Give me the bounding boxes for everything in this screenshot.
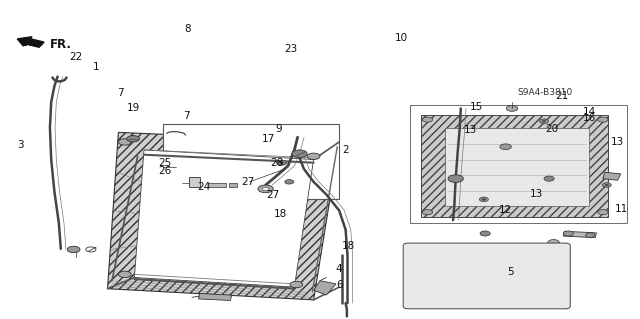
FancyBboxPatch shape bbox=[403, 243, 570, 309]
Circle shape bbox=[258, 185, 273, 193]
Text: S9A4-B3810: S9A4-B3810 bbox=[517, 88, 572, 97]
Polygon shape bbox=[603, 172, 621, 180]
Bar bbox=[163, 124, 339, 199]
Text: 4: 4 bbox=[336, 263, 342, 274]
Circle shape bbox=[602, 183, 611, 187]
Text: 17: 17 bbox=[262, 134, 275, 144]
Circle shape bbox=[605, 184, 609, 186]
Circle shape bbox=[262, 187, 269, 190]
Text: 2: 2 bbox=[342, 145, 349, 155]
Circle shape bbox=[586, 233, 595, 237]
Circle shape bbox=[307, 153, 320, 160]
Text: 1: 1 bbox=[93, 62, 99, 72]
Polygon shape bbox=[421, 115, 608, 217]
Circle shape bbox=[506, 106, 518, 111]
Polygon shape bbox=[445, 128, 589, 206]
Circle shape bbox=[67, 246, 80, 253]
Circle shape bbox=[544, 176, 554, 181]
Polygon shape bbox=[198, 293, 232, 300]
Text: 16: 16 bbox=[582, 113, 596, 123]
Circle shape bbox=[598, 117, 608, 122]
Bar bbox=[208, 183, 226, 187]
Text: 10: 10 bbox=[395, 33, 408, 43]
Text: 27: 27 bbox=[242, 177, 255, 187]
Bar bbox=[229, 183, 237, 187]
Text: 20: 20 bbox=[545, 124, 558, 134]
Text: 27: 27 bbox=[267, 189, 280, 200]
Circle shape bbox=[479, 197, 488, 202]
Circle shape bbox=[118, 271, 131, 278]
Text: 24: 24 bbox=[197, 182, 210, 192]
Text: 9: 9 bbox=[275, 124, 282, 134]
Circle shape bbox=[292, 150, 307, 158]
Bar bbox=[410, 105, 627, 223]
Circle shape bbox=[448, 175, 463, 182]
Text: 18: 18 bbox=[274, 209, 287, 219]
Polygon shape bbox=[108, 132, 339, 300]
Circle shape bbox=[290, 281, 303, 288]
Circle shape bbox=[548, 240, 559, 245]
Circle shape bbox=[500, 144, 511, 150]
Text: 23: 23 bbox=[285, 44, 298, 55]
Circle shape bbox=[563, 231, 573, 236]
Circle shape bbox=[276, 160, 287, 165]
Text: 15: 15 bbox=[470, 102, 483, 112]
Text: 22: 22 bbox=[69, 52, 82, 63]
Text: 13: 13 bbox=[463, 125, 477, 135]
Bar bbox=[189, 177, 200, 187]
Circle shape bbox=[285, 180, 294, 184]
Text: 13: 13 bbox=[530, 189, 543, 199]
Circle shape bbox=[480, 231, 490, 236]
Text: 8: 8 bbox=[184, 24, 191, 34]
Circle shape bbox=[127, 136, 140, 142]
FancyArrow shape bbox=[17, 37, 44, 47]
Text: 12: 12 bbox=[499, 205, 512, 215]
Text: 25: 25 bbox=[158, 158, 172, 168]
Circle shape bbox=[540, 119, 548, 123]
Text: 7: 7 bbox=[117, 87, 124, 98]
Text: 5: 5 bbox=[508, 267, 514, 277]
Text: 3: 3 bbox=[17, 140, 24, 150]
Text: 26: 26 bbox=[158, 166, 172, 176]
Polygon shape bbox=[563, 231, 596, 238]
Polygon shape bbox=[134, 150, 314, 287]
Text: 11: 11 bbox=[614, 204, 628, 214]
Text: 18: 18 bbox=[342, 241, 355, 251]
Text: 19: 19 bbox=[127, 103, 140, 114]
Text: 28: 28 bbox=[270, 158, 283, 168]
Text: 6: 6 bbox=[336, 279, 342, 290]
Polygon shape bbox=[314, 281, 336, 295]
Text: 7: 7 bbox=[184, 111, 190, 122]
Circle shape bbox=[598, 210, 608, 215]
Text: 13: 13 bbox=[611, 137, 625, 147]
Circle shape bbox=[118, 139, 131, 145]
Circle shape bbox=[422, 117, 433, 122]
Circle shape bbox=[280, 162, 284, 164]
Text: FR.: FR. bbox=[50, 38, 72, 51]
Circle shape bbox=[482, 198, 486, 200]
Circle shape bbox=[542, 120, 546, 122]
Text: 14: 14 bbox=[582, 107, 596, 117]
Text: 21: 21 bbox=[556, 91, 568, 101]
Circle shape bbox=[86, 247, 96, 252]
Circle shape bbox=[422, 210, 433, 215]
